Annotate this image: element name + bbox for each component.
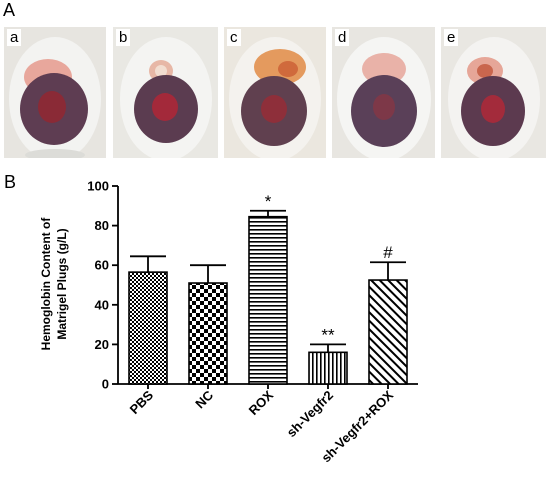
photo-a-label: a <box>7 29 22 46</box>
photo-a: a <box>4 27 106 158</box>
mouse-photo-a <box>4 27 106 158</box>
y-tick-label: 40 <box>95 297 109 312</box>
bar-nc <box>188 282 228 385</box>
y-tick-label: 100 <box>87 179 109 194</box>
photo-b: b <box>113 27 218 158</box>
photo-e-label: e <box>444 29 459 46</box>
photo-c: c <box>224 27 326 158</box>
x-tick-label: sh-Vegfr2 <box>284 388 337 441</box>
significance-marker: * <box>265 192 272 211</box>
y-tick-label: 80 <box>95 218 109 233</box>
x-tick-label: NC <box>192 387 216 411</box>
x-tick-label: ROX <box>246 387 277 418</box>
y-axis-label-line1: Hemoglobin Content of <box>39 217 53 351</box>
photo-d-label: d <box>335 29 350 46</box>
x-tick-label: PBS <box>127 387 157 417</box>
bar-sh-vegfr2 <box>308 351 348 385</box>
bar-pbs <box>128 271 168 385</box>
photo-c-label: c <box>227 29 241 46</box>
panel-b-letter: B <box>4 172 17 192</box>
significance-marker: ** <box>321 325 335 344</box>
bar-rox <box>248 215 288 385</box>
y-tick-label: 0 <box>102 377 109 392</box>
photo-b-label: b <box>116 29 131 46</box>
hemoglobin-bar-chart: Hemoglobin Content of Matrigel Plugs (g/… <box>39 179 418 465</box>
mouse-photo-c <box>224 27 326 158</box>
photo-d: d <box>332 27 435 158</box>
photo-e: e <box>441 27 546 158</box>
mouse-photo-e <box>441 27 546 158</box>
y-tick-label: 20 <box>95 337 109 352</box>
mouse-photo-b <box>113 27 218 158</box>
panel-a-letter: A <box>3 0 16 20</box>
significance-marker: # <box>383 243 393 262</box>
bar-sh-vegfr2-rox <box>368 279 408 385</box>
mouse-photo-d <box>332 27 435 158</box>
y-axis-label-line2: Matrigel Plugs (g/L) <box>55 228 69 339</box>
y-tick-label: 60 <box>95 258 109 273</box>
